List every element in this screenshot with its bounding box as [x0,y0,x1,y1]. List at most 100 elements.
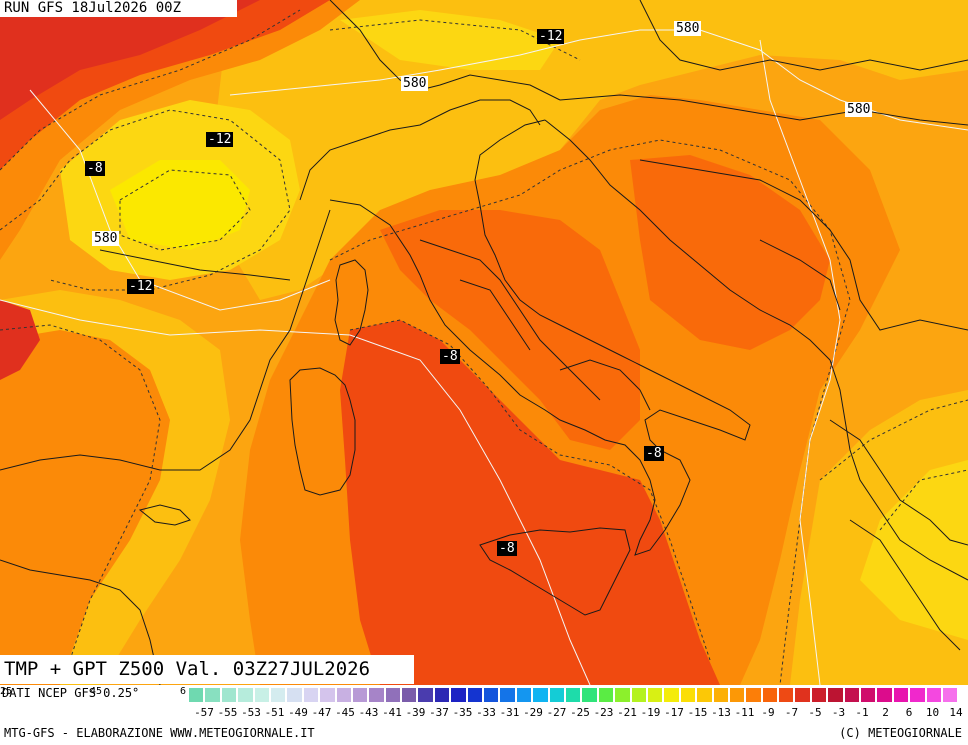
fill-dark-red-w [0,300,40,380]
temperature-colorbar [188,687,959,703]
border-france [99,249,291,281]
colorbar-swatch [581,687,598,703]
colorbar-tick: -47 [311,706,332,719]
fill-yellow-north [340,10,560,70]
colorbar-tick: -39 [405,706,426,719]
colorbar-tick: -9 [761,706,775,719]
fill-red-orange-italy [380,210,640,450]
colorbar-tick: -25 [570,706,590,719]
colorbar-swatch [450,687,467,703]
isohypse-label: 580 [401,76,429,91]
colorbar-tick: 10 [925,706,940,719]
scale-stub: 45 [90,686,103,697]
colorbar-swatch [941,687,959,703]
border-north-2 [639,0,968,71]
colorbar-tick: -51 [264,706,285,719]
coast-france [0,209,331,471]
colorbar-swatch [532,687,549,703]
colorbar-swatch [909,687,926,703]
coast-greece-2 [849,519,961,651]
colorbar-swatch [892,687,910,703]
colorbar-swatch [761,687,779,703]
colorbar-swatch [597,687,615,703]
colorbar-swatch [843,687,861,703]
colorbar-tick: -1 [855,706,869,719]
colorbar-swatch [499,687,516,703]
colorbar-swatch [663,687,680,703]
isohypse-label: 580 [92,231,120,246]
scale-stub: 6 [180,686,187,697]
colorbar-swatch [483,687,500,703]
colorbar-swatch [745,687,762,703]
colorbar-tick: -17 [664,706,684,719]
border-north-1 [329,0,561,101]
fill-orange-west [0,330,170,685]
credit-left: MTG-GFS - ELABORAZIONE WWW.METEOGIORNALE… [4,726,315,740]
fill-red-tyrrhenian [340,320,720,685]
border-balkans-3 [759,239,841,311]
region-border-2 [459,279,531,351]
run-title: RUN GFS 18Jul2026 00Z [0,0,237,17]
colorbar-swatch [794,687,811,703]
colorbar-tick: -37 [429,706,449,719]
fill-red-orange-balkans [630,155,830,350]
colorbar-swatch [696,687,713,703]
colorbar-tick: -13 [711,706,731,719]
colorbar-swatch [351,687,369,703]
colorbar-tick: 2 [882,706,889,719]
colorbar-swatch [204,687,221,703]
colorbar-swatch [925,687,942,703]
map-canvas [0,0,968,685]
isohypse-label: 580 [674,21,702,36]
colorbar-tick: -23 [593,706,614,719]
colorbar-swatch [220,687,238,703]
colorbar-tick: -11 [734,706,755,719]
colorbar-swatch [810,687,828,703]
isotherm-label: -8 [85,161,105,176]
colorbar-swatch [401,687,418,703]
border-alps [299,99,541,201]
border-balkans-4 [829,359,968,581]
colorbar-tick: -3 [831,706,846,719]
colorbar-swatch [335,687,352,703]
colorbar-tick: 14 [949,706,963,719]
fill-bright-yellow-alps [110,160,250,250]
colorbar-tick: -15 [687,706,708,719]
colorbar-swatch [433,687,451,703]
colorbar-swatch [302,687,320,703]
colorbar-swatch [646,687,664,703]
colorbar-swatch [712,687,729,703]
colorbar-swatch [515,687,533,703]
colorbar-tick: -5 [808,706,822,719]
scale-stub: 25 [0,686,13,697]
isohypse-label: 580 [845,102,873,117]
data-source-note: DATI NCEP GFS 0.25° [2,686,140,700]
colorbar-swatch [728,687,746,703]
colorbar-tick: -29 [523,706,543,719]
colorbar-tick: -41 [382,706,402,719]
coast-corsica [334,259,369,346]
isotherm-label: -8 [644,446,664,461]
coast-balkans [544,119,831,361]
colorbar-tick: -49 [288,706,308,719]
geopotential-lines [0,29,968,685]
colorbar-swatch [778,687,795,703]
colorbar-swatch [860,687,877,703]
colorbar-swatch [630,687,647,703]
colorbar-swatch [237,687,254,703]
region-border-1 [419,239,601,401]
colorbar-swatch [876,687,893,703]
colorbar-tick: -55 [217,706,238,719]
colorbar-swatch [368,687,385,703]
colorbar-swatch [417,687,434,703]
region-border-3 [559,359,651,411]
colorbar-tick: -45 [335,706,355,719]
colorbar-tick: -21 [617,706,637,719]
colorbar-swatch [269,687,287,703]
coast-sicily [479,527,631,616]
fill-yellow-east [860,460,968,640]
fill-amber-north [210,0,968,300]
colorbar-swatch [564,687,582,703]
credit-right: (C) METEOGIORNALE [839,726,962,740]
isotherm-label: -12 [537,29,565,44]
